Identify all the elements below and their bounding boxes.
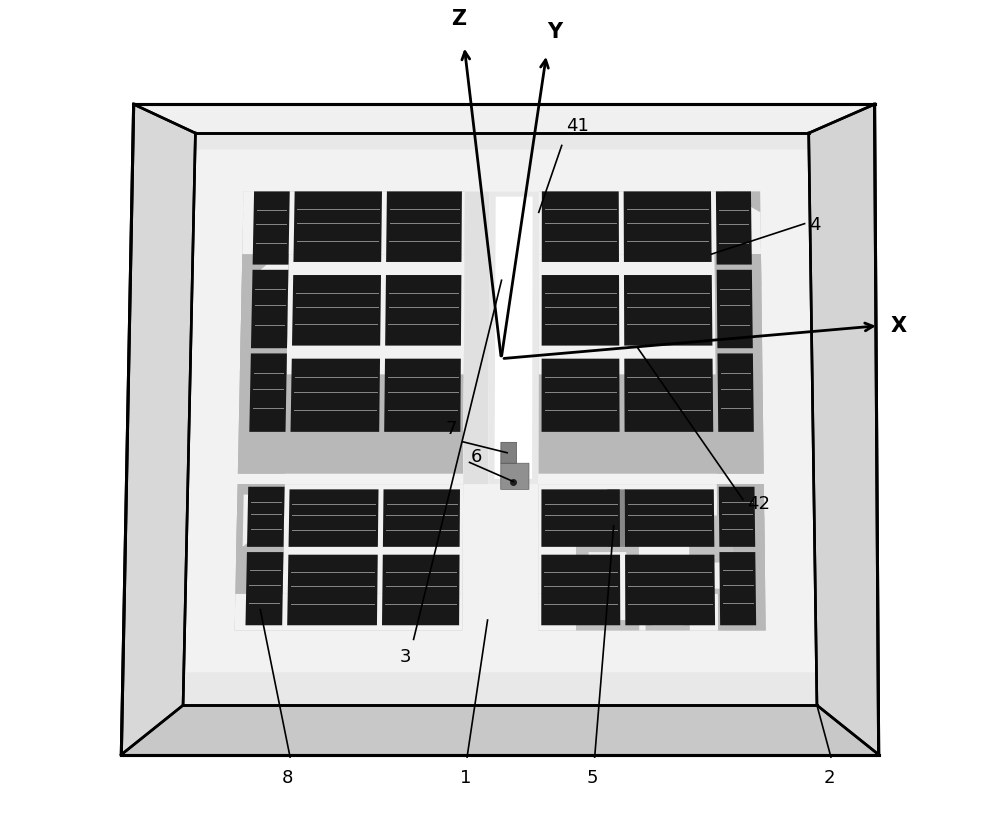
Polygon shape bbox=[289, 489, 379, 547]
Polygon shape bbox=[538, 192, 764, 473]
Polygon shape bbox=[625, 489, 714, 547]
Polygon shape bbox=[247, 487, 285, 547]
Polygon shape bbox=[645, 515, 733, 558]
Text: 1: 1 bbox=[460, 769, 471, 786]
Polygon shape bbox=[240, 254, 289, 374]
Polygon shape bbox=[253, 192, 290, 264]
Polygon shape bbox=[243, 495, 262, 547]
Polygon shape bbox=[715, 254, 764, 473]
Polygon shape bbox=[121, 104, 195, 755]
Polygon shape bbox=[235, 484, 463, 630]
Polygon shape bbox=[589, 552, 627, 620]
Polygon shape bbox=[283, 484, 463, 594]
Polygon shape bbox=[235, 484, 285, 594]
Polygon shape bbox=[385, 275, 461, 345]
Text: 2: 2 bbox=[824, 769, 835, 786]
Polygon shape bbox=[717, 270, 753, 349]
Polygon shape bbox=[501, 463, 529, 489]
Polygon shape bbox=[242, 254, 267, 286]
Polygon shape bbox=[292, 275, 381, 345]
Polygon shape bbox=[645, 594, 690, 630]
Text: 41: 41 bbox=[566, 116, 589, 135]
Polygon shape bbox=[538, 594, 718, 630]
Text: X: X bbox=[891, 316, 907, 335]
Text: Z: Z bbox=[451, 9, 466, 30]
Polygon shape bbox=[541, 489, 620, 547]
Polygon shape bbox=[542, 275, 619, 345]
Polygon shape bbox=[238, 374, 287, 473]
Polygon shape bbox=[716, 192, 752, 264]
Polygon shape bbox=[539, 192, 724, 254]
Polygon shape bbox=[718, 515, 765, 558]
Polygon shape bbox=[243, 192, 281, 223]
Text: Y: Y bbox=[547, 21, 562, 42]
Polygon shape bbox=[607, 489, 626, 547]
Polygon shape bbox=[287, 254, 465, 374]
Polygon shape bbox=[541, 555, 620, 625]
Polygon shape bbox=[501, 442, 517, 463]
Text: 6: 6 bbox=[471, 448, 483, 466]
Polygon shape bbox=[463, 192, 539, 484]
Polygon shape bbox=[576, 542, 639, 630]
Text: 7: 7 bbox=[446, 420, 457, 438]
Polygon shape bbox=[539, 254, 716, 374]
Polygon shape bbox=[719, 487, 755, 547]
Text: 5: 5 bbox=[586, 769, 598, 786]
Polygon shape bbox=[538, 484, 766, 630]
Polygon shape bbox=[624, 358, 713, 432]
Polygon shape bbox=[134, 104, 875, 133]
Polygon shape bbox=[183, 150, 817, 672]
Polygon shape bbox=[538, 484, 718, 594]
Text: 8: 8 bbox=[282, 769, 293, 786]
Text: 3: 3 bbox=[400, 648, 411, 666]
Polygon shape bbox=[240, 264, 288, 374]
Polygon shape bbox=[494, 197, 533, 479]
Polygon shape bbox=[384, 358, 461, 432]
Polygon shape bbox=[488, 192, 539, 484]
Polygon shape bbox=[251, 270, 288, 349]
Polygon shape bbox=[624, 192, 712, 262]
Polygon shape bbox=[624, 275, 712, 345]
Polygon shape bbox=[386, 192, 462, 262]
Polygon shape bbox=[236, 484, 285, 558]
Polygon shape bbox=[689, 558, 734, 594]
Polygon shape bbox=[253, 264, 288, 333]
Polygon shape bbox=[242, 192, 281, 286]
Polygon shape bbox=[293, 192, 382, 262]
Polygon shape bbox=[245, 552, 283, 625]
Polygon shape bbox=[279, 192, 465, 254]
Polygon shape bbox=[717, 354, 754, 432]
Polygon shape bbox=[463, 192, 490, 484]
Polygon shape bbox=[238, 192, 465, 473]
Polygon shape bbox=[282, 594, 462, 630]
Polygon shape bbox=[717, 484, 766, 630]
Polygon shape bbox=[235, 594, 283, 630]
Polygon shape bbox=[719, 552, 756, 625]
Polygon shape bbox=[287, 555, 378, 625]
Polygon shape bbox=[249, 354, 287, 432]
Polygon shape bbox=[696, 563, 727, 589]
Polygon shape bbox=[625, 555, 715, 625]
Polygon shape bbox=[542, 192, 619, 262]
Text: 4: 4 bbox=[809, 216, 820, 235]
Polygon shape bbox=[715, 254, 761, 286]
Polygon shape bbox=[383, 489, 460, 547]
Polygon shape bbox=[809, 104, 879, 755]
Polygon shape bbox=[382, 555, 460, 625]
Polygon shape bbox=[121, 705, 879, 755]
Polygon shape bbox=[291, 358, 380, 432]
Polygon shape bbox=[183, 133, 817, 705]
Text: 42: 42 bbox=[747, 495, 770, 513]
Polygon shape bbox=[542, 358, 620, 432]
Polygon shape bbox=[723, 192, 761, 254]
Polygon shape bbox=[652, 599, 683, 625]
